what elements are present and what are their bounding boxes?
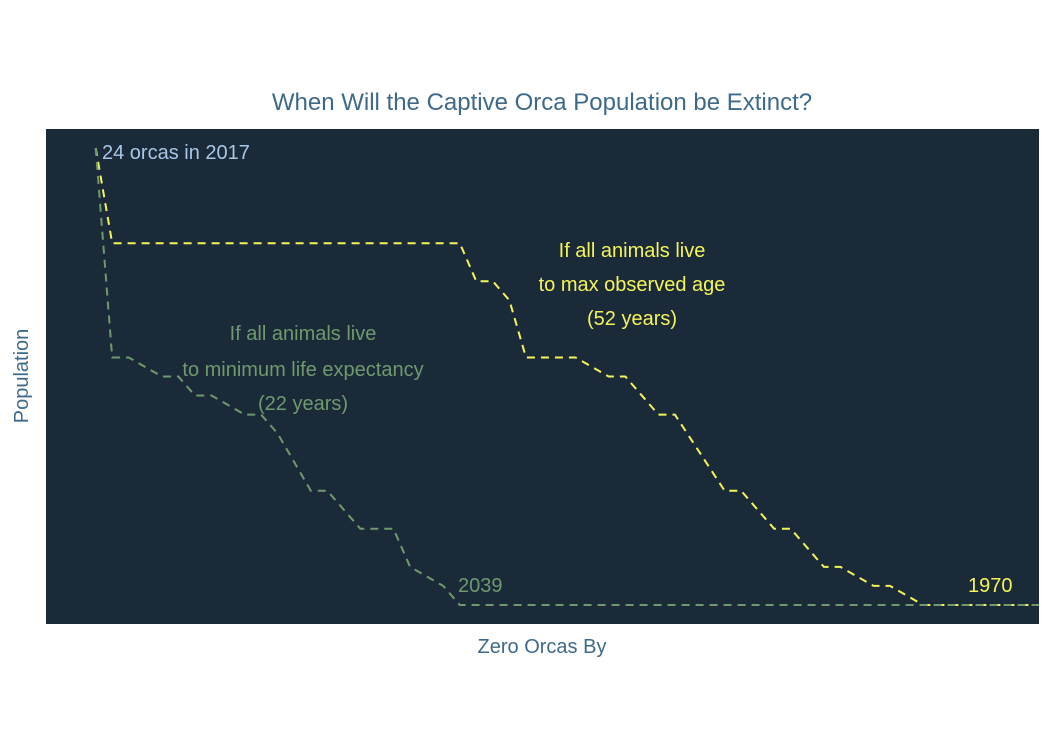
series-layer (94, 147, 1039, 606)
min-annotation-line3: (22 years) (258, 393, 348, 415)
annotation-layer: 24 orcas in 2017 If all animals live to ma… (102, 142, 1013, 597)
max-age-line (94, 147, 1039, 606)
chart-title: When Will the Captive Orca Population be… (272, 89, 812, 116)
y-axis-title: Population (11, 329, 33, 424)
min-annotation-line2: to minimum life expectancy (182, 359, 423, 381)
max-annotation-line3: (52 years) (587, 308, 677, 330)
max-annotation-line1: If all animals live (559, 240, 706, 262)
x-axis-title: Zero Orcas By (478, 636, 607, 658)
max-annotation-line2: to max observed age (539, 274, 726, 296)
max-end-annotation: 1970 (968, 575, 1013, 597)
plot-area (46, 129, 1039, 624)
min-annotation-line1: If all animals live (230, 323, 377, 345)
start-annotation: 24 orcas in 2017 (102, 142, 250, 164)
min-end-annotation: 2039 (458, 575, 503, 597)
